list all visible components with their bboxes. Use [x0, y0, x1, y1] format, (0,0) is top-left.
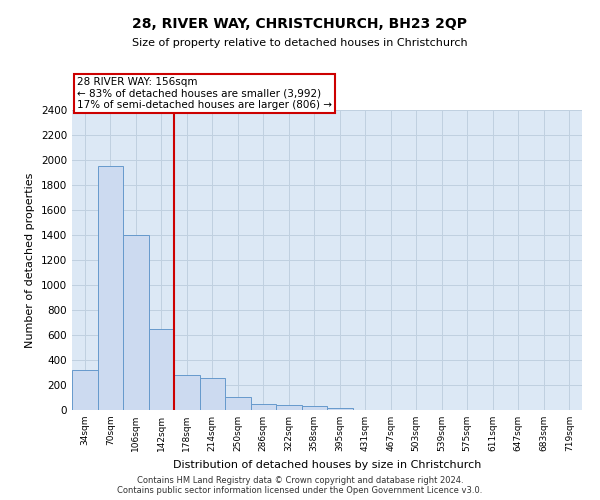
Bar — [276, 405, 302, 410]
Bar — [123, 235, 149, 410]
Bar — [251, 404, 276, 410]
Bar — [149, 329, 174, 410]
Bar — [97, 166, 123, 410]
Bar — [174, 375, 199, 410]
Text: 28, RIVER WAY, CHRISTCHURCH, BH23 2QP: 28, RIVER WAY, CHRISTCHURCH, BH23 2QP — [133, 18, 467, 32]
Bar — [72, 370, 97, 410]
Bar — [199, 378, 225, 410]
Text: Contains HM Land Registry data © Crown copyright and database right 2024.
Contai: Contains HM Land Registry data © Crown c… — [118, 476, 482, 495]
Bar — [302, 406, 327, 410]
Bar — [225, 397, 251, 410]
Bar — [327, 408, 353, 410]
X-axis label: Distribution of detached houses by size in Christchurch: Distribution of detached houses by size … — [173, 460, 481, 469]
Y-axis label: Number of detached properties: Number of detached properties — [25, 172, 35, 348]
Text: 28 RIVER WAY: 156sqm
← 83% of detached houses are smaller (3,992)
17% of semi-de: 28 RIVER WAY: 156sqm ← 83% of detached h… — [77, 77, 332, 110]
Text: Size of property relative to detached houses in Christchurch: Size of property relative to detached ho… — [132, 38, 468, 48]
